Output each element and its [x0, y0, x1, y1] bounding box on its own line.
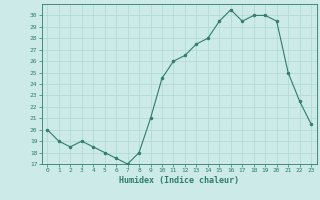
X-axis label: Humidex (Indice chaleur): Humidex (Indice chaleur) [119, 176, 239, 185]
